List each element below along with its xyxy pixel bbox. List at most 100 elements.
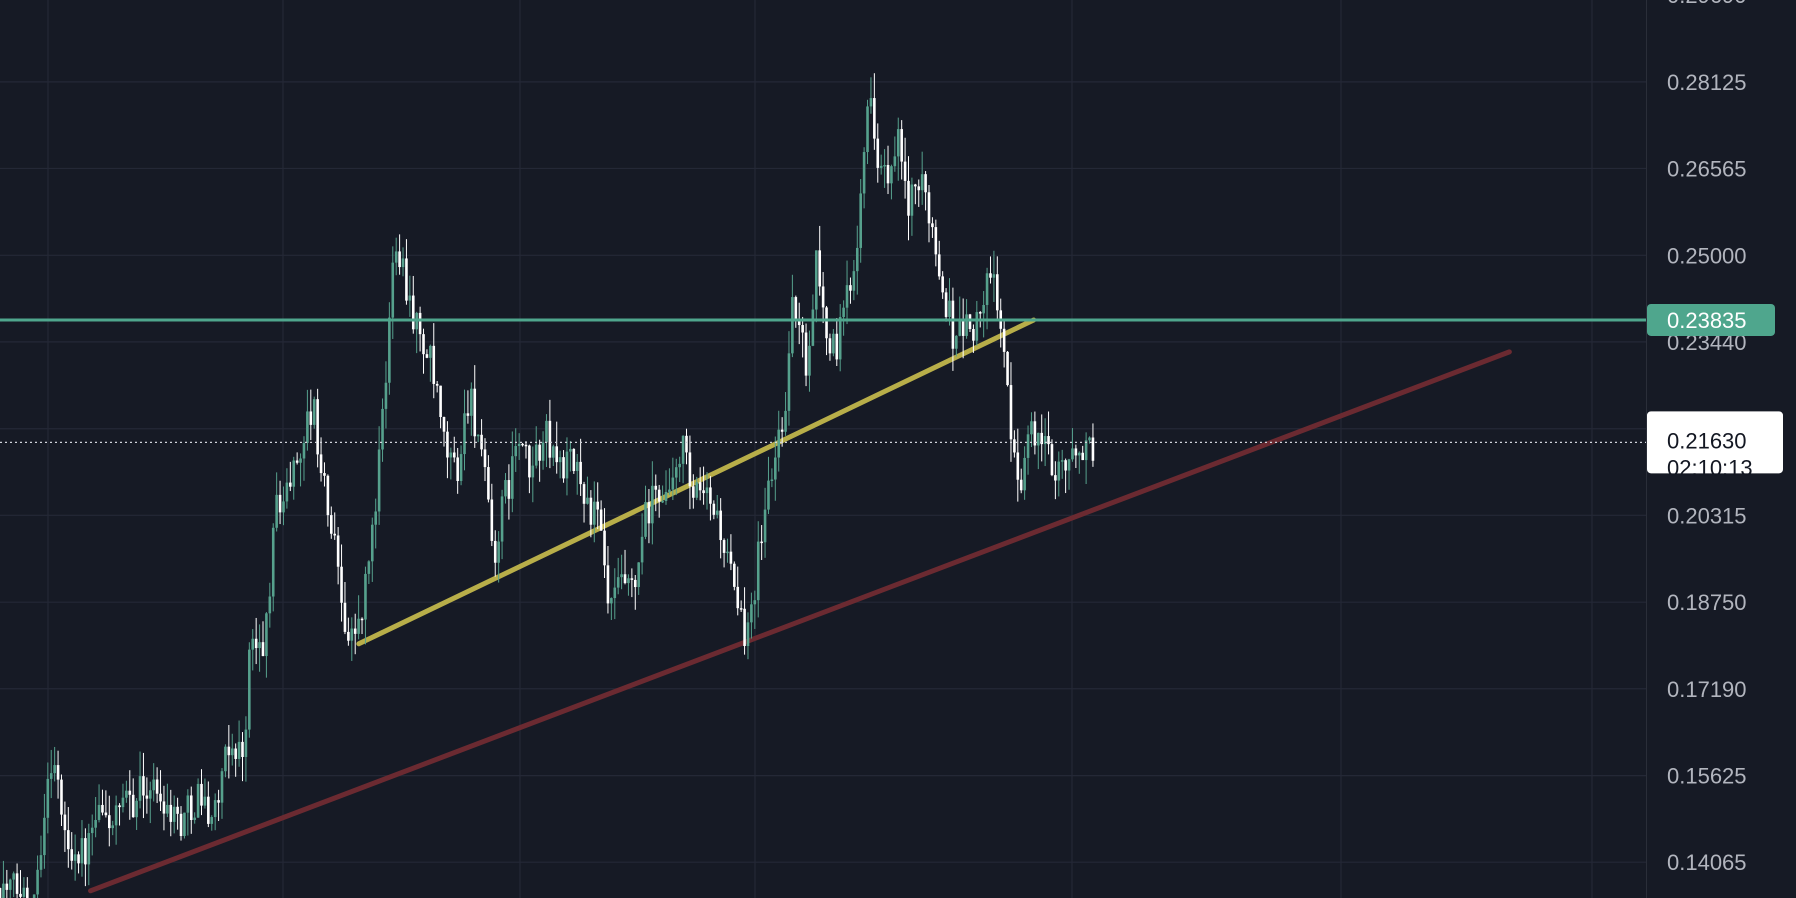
candle-body <box>989 273 992 278</box>
candle-body <box>292 460 296 487</box>
candle-body <box>309 411 313 425</box>
candle-body <box>439 385 442 418</box>
candle-body <box>473 388 477 437</box>
candle-body <box>312 399 316 425</box>
price-axis[interactable]: 0.296900.281250.265650.250000.234400.218… <box>1646 0 1784 898</box>
candle-body <box>616 577 620 588</box>
candle-body <box>859 193 862 248</box>
candle-body <box>746 622 750 647</box>
candle-body <box>978 312 982 314</box>
candle-body <box>46 778 50 818</box>
candle-body <box>487 467 490 500</box>
trendline-support-red <box>88 349 1512 894</box>
candle-body <box>917 186 921 191</box>
candle-body <box>131 794 135 818</box>
candle-body <box>251 638 255 650</box>
candle-body <box>705 487 709 494</box>
candle-body <box>289 482 292 487</box>
candle-body <box>821 286 825 308</box>
candle-body <box>726 551 729 554</box>
candle-body <box>579 461 582 485</box>
candle-body <box>159 793 162 802</box>
candle-body <box>599 509 603 531</box>
candle-body <box>955 335 958 349</box>
candle-body <box>838 317 842 360</box>
candle-body <box>592 501 596 525</box>
candle-body <box>217 800 220 803</box>
candle-body <box>442 417 446 432</box>
candle-body <box>500 496 504 542</box>
candle-body <box>176 806 179 814</box>
candle-body <box>814 250 818 310</box>
candle-body <box>377 449 381 512</box>
candle-body <box>1050 444 1054 476</box>
candle-body <box>166 804 169 814</box>
candle-body <box>49 773 53 779</box>
candle-body <box>449 452 453 458</box>
candle-body <box>135 800 138 818</box>
candle-body <box>107 815 111 829</box>
candle-body <box>623 574 627 584</box>
candle-body <box>275 494 278 528</box>
candle-body <box>657 489 661 502</box>
candle-body <box>104 812 108 816</box>
candle-body <box>1030 421 1033 435</box>
candle-body <box>381 408 384 450</box>
candle-body <box>306 411 309 444</box>
candle-body <box>1054 475 1057 481</box>
candle-body <box>446 431 449 458</box>
candle-body <box>1023 457 1026 491</box>
candle-body <box>200 783 203 806</box>
candle-body <box>900 129 903 162</box>
candle-body <box>0 888 2 898</box>
candle-body <box>644 502 647 537</box>
candle-body <box>524 444 528 447</box>
candle-body <box>258 642 261 649</box>
candle-body <box>596 501 600 510</box>
candle-body <box>890 166 893 184</box>
candle-body <box>801 325 804 333</box>
candle-body <box>562 457 565 479</box>
candle-body <box>316 399 319 455</box>
candle-body <box>265 613 268 657</box>
candle-body <box>155 779 159 794</box>
candle-body <box>353 628 357 634</box>
candle-body <box>101 804 104 813</box>
candle-body <box>1091 437 1095 461</box>
candle-body <box>1006 351 1009 386</box>
candle-body <box>5 883 9 890</box>
candle-body <box>879 165 883 168</box>
y-tick-label: 0.18750 <box>1667 590 1747 615</box>
candle-body <box>1064 460 1067 471</box>
candle-body <box>459 454 463 481</box>
candle-body <box>121 797 125 808</box>
candle-body <box>661 500 664 503</box>
candle-body <box>189 795 193 821</box>
candle-body <box>8 879 12 890</box>
candle-body <box>842 307 845 318</box>
candle-body <box>336 535 340 567</box>
candle-body <box>835 333 839 360</box>
candle-body <box>534 444 538 466</box>
candle-body <box>818 250 822 287</box>
candle-body <box>162 801 166 814</box>
y-tick-label: 0.20315 <box>1667 503 1747 528</box>
candle-body <box>2 883 5 898</box>
candle-body <box>968 314 972 330</box>
candle-body <box>770 479 774 482</box>
candle-body <box>60 779 63 815</box>
candle-body <box>56 765 60 780</box>
candle-body <box>555 446 559 463</box>
candle-body <box>852 271 856 291</box>
candle-body <box>90 827 94 834</box>
candle-body <box>620 574 623 578</box>
candle-body <box>237 741 241 759</box>
candle-body <box>1040 432 1044 445</box>
candle-body <box>234 748 237 759</box>
candle-body <box>756 541 760 601</box>
candle-body <box>1060 460 1064 462</box>
candle-body <box>681 435 685 464</box>
candle-body <box>391 262 395 318</box>
candle-body <box>357 618 360 634</box>
candle-body <box>688 452 692 487</box>
